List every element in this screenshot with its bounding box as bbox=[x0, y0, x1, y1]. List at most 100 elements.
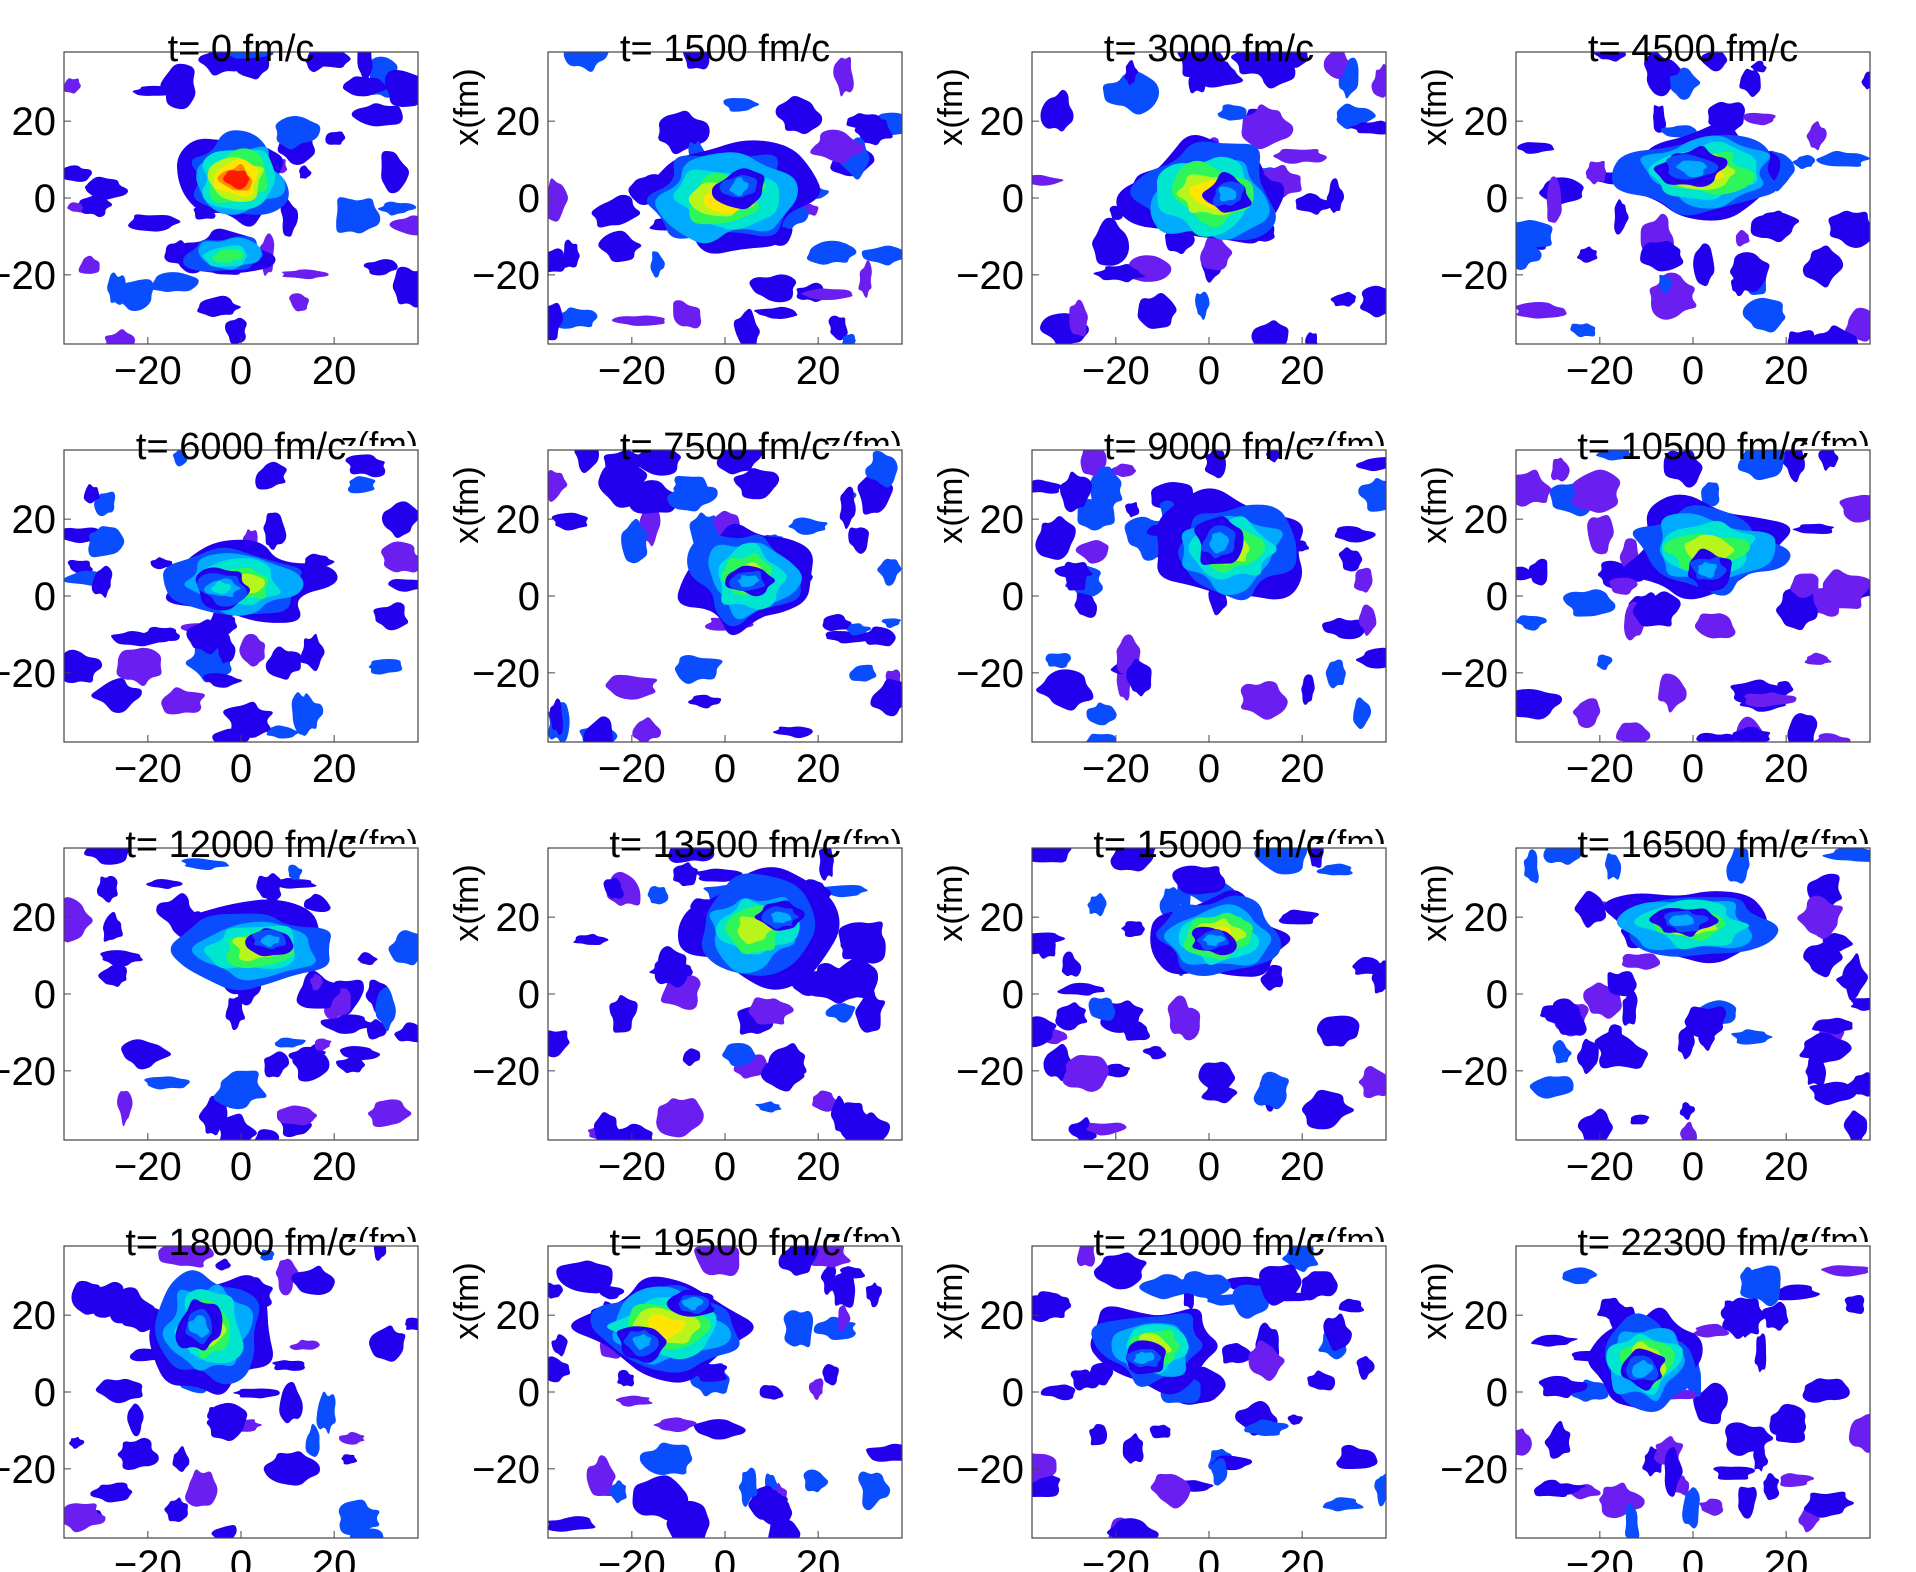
background-patch bbox=[88, 526, 125, 558]
background-patch bbox=[1562, 1267, 1598, 1285]
density-contours bbox=[1523, 848, 1870, 1140]
background-patch bbox=[78, 195, 113, 218]
background-patch bbox=[667, 480, 718, 512]
background-patch bbox=[1546, 176, 1562, 223]
background-patch bbox=[1844, 1294, 1865, 1314]
background-patch bbox=[693, 1419, 746, 1440]
background-patch bbox=[1811, 1017, 1853, 1035]
background-patch bbox=[90, 1482, 133, 1503]
background-patch bbox=[1572, 698, 1601, 729]
y-axis-label: x(fm) bbox=[448, 466, 486, 543]
background-patch bbox=[1107, 1518, 1159, 1538]
background-patch bbox=[548, 248, 568, 273]
y-tick-label: 0 bbox=[1002, 575, 1024, 619]
background-patch bbox=[292, 1043, 330, 1082]
background-patch bbox=[858, 1471, 891, 1511]
background-patch bbox=[181, 858, 230, 871]
background-patch bbox=[225, 995, 245, 1031]
y-tick-label: 20 bbox=[496, 498, 541, 542]
y-axis-label: x(fm) bbox=[1416, 1262, 1454, 1339]
background-patch bbox=[1036, 669, 1094, 711]
y-tick-label: 20 bbox=[1464, 1294, 1509, 1338]
background-patch bbox=[1738, 1486, 1757, 1519]
background-patch bbox=[272, 1360, 305, 1371]
background-patch bbox=[1074, 592, 1097, 618]
background-patch bbox=[1217, 104, 1247, 121]
x-tick-label: −20 bbox=[1082, 349, 1150, 393]
background-patch bbox=[716, 450, 763, 475]
y-tick-label: 20 bbox=[496, 1294, 541, 1338]
x-tick-label: 20 bbox=[796, 1543, 841, 1572]
background-patch bbox=[1349, 120, 1386, 135]
y-axis-label: x(fm) bbox=[932, 466, 970, 543]
background-patch bbox=[1517, 142, 1555, 154]
background-patch bbox=[1110, 848, 1156, 872]
background-patch bbox=[64, 649, 103, 683]
background-patch bbox=[226, 52, 274, 59]
background-patch bbox=[1323, 1313, 1352, 1351]
background-patch bbox=[822, 1364, 839, 1386]
background-patch bbox=[357, 952, 378, 965]
background-patch bbox=[1792, 155, 1816, 170]
x-tick-label: 20 bbox=[796, 1145, 841, 1189]
background-patch bbox=[1211, 1457, 1228, 1486]
background-patch bbox=[812, 1090, 837, 1112]
background-patch bbox=[1360, 285, 1386, 318]
background-patch bbox=[1353, 697, 1372, 730]
background-patch bbox=[1076, 1246, 1096, 1267]
y-tick-label: 0 bbox=[1002, 1371, 1024, 1415]
contour-level-2 bbox=[1209, 532, 1229, 554]
background-patch bbox=[1780, 1473, 1815, 1487]
background-patch bbox=[1322, 617, 1368, 640]
contour-level-2 bbox=[681, 1296, 704, 1311]
background-patch bbox=[363, 259, 398, 276]
background-patch bbox=[1743, 112, 1776, 126]
background-patch bbox=[1731, 1029, 1773, 1045]
background-patch bbox=[723, 97, 760, 112]
density-contours bbox=[548, 450, 902, 742]
background-patch bbox=[1713, 1466, 1756, 1480]
background-patch bbox=[1737, 450, 1785, 481]
background-patch bbox=[160, 63, 196, 110]
background-patch bbox=[1253, 1071, 1289, 1110]
background-patch bbox=[1244, 1419, 1289, 1437]
background-patch bbox=[1528, 558, 1548, 586]
background-patch bbox=[91, 565, 113, 598]
x-tick-label: 20 bbox=[1764, 747, 1809, 791]
background-patch bbox=[341, 1454, 358, 1465]
background-patch bbox=[164, 1497, 188, 1522]
background-patch bbox=[1790, 573, 1819, 598]
background-patch bbox=[1121, 921, 1145, 938]
background-patch bbox=[116, 647, 162, 686]
background-patch bbox=[1742, 297, 1786, 333]
background-patch bbox=[1266, 450, 1280, 463]
contour-level-2 bbox=[632, 1333, 652, 1350]
background-patch bbox=[617, 1369, 635, 1387]
background-patch bbox=[102, 911, 123, 942]
x-tick-label: −20 bbox=[1566, 349, 1634, 393]
background-patch bbox=[1266, 1292, 1310, 1302]
background-patch bbox=[338, 1431, 365, 1445]
x-axis-label: z(fm) bbox=[1793, 1222, 1870, 1260]
y-tick-label: 20 bbox=[980, 1294, 1025, 1338]
background-patch bbox=[647, 886, 669, 905]
background-patch bbox=[265, 725, 299, 739]
background-patch bbox=[1353, 567, 1373, 593]
x-tick-label: 20 bbox=[1280, 1543, 1325, 1572]
background-patch bbox=[840, 1112, 891, 1140]
background-patch bbox=[276, 1105, 318, 1126]
background-patch bbox=[1087, 892, 1107, 917]
background-patch bbox=[615, 1395, 653, 1407]
background-patch bbox=[1516, 302, 1567, 319]
background-patch bbox=[1820, 1265, 1869, 1277]
background-patch bbox=[1325, 659, 1346, 689]
background-patch bbox=[694, 1246, 740, 1277]
background-patch bbox=[1720, 1300, 1750, 1320]
y-tick-label: 0 bbox=[34, 973, 56, 1017]
y-tick-label: −20 bbox=[472, 254, 540, 298]
background-patch bbox=[256, 873, 282, 905]
background-patch bbox=[1295, 193, 1332, 215]
panel-14: −20 0 20 20 0 −20 x(fm) t= 21000 fm/c bbox=[932, 1222, 1387, 1572]
